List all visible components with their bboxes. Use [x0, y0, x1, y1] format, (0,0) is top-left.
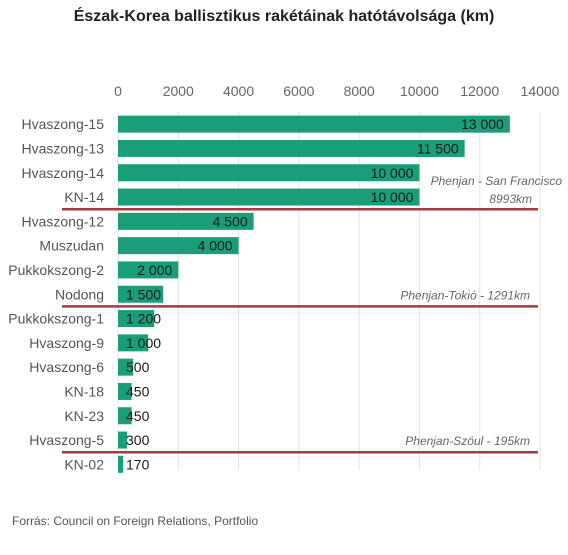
bar [118, 358, 134, 376]
x-tick-label: 14000 [521, 83, 560, 99]
reference-label-distance: 8993km [489, 192, 532, 206]
bar [118, 310, 155, 328]
category-label: KN-18 [64, 383, 104, 399]
category-label: Hvaszong-6 [29, 359, 104, 375]
category-label: Nodong [55, 286, 104, 302]
bar [118, 285, 164, 303]
bar [118, 334, 149, 352]
bar [118, 139, 465, 157]
bar [118, 115, 510, 133]
source-note: Forrás: Council on Foreign Relations, Po… [12, 514, 259, 528]
x-tick-label: 4000 [223, 83, 254, 99]
bar [118, 261, 179, 279]
category-label: Hvaszong-13 [22, 140, 105, 156]
x-tick-label: 12000 [460, 83, 499, 99]
category-label: Hvaszong-14 [22, 165, 105, 181]
data-label: 450 [126, 383, 150, 399]
data-label: 13 000 [461, 116, 504, 132]
data-label: 300 [126, 432, 150, 448]
bar [118, 431, 128, 449]
category-label: Hvaszong-15 [22, 116, 105, 132]
data-label: 11 500 [417, 140, 459, 156]
category-label: Hvaszong-12 [22, 213, 105, 229]
x-tick-label: 2000 [163, 83, 194, 99]
data-label: 10 000 [371, 189, 414, 205]
bar [118, 455, 124, 473]
category-label: KN-02 [64, 456, 104, 472]
data-label: 4 500 [213, 213, 248, 229]
category-label: Pukkokszong-1 [8, 311, 104, 327]
x-tick-label: 8000 [344, 83, 375, 99]
data-label: 4 000 [198, 238, 233, 254]
data-label: 170 [126, 456, 150, 472]
data-label: 10 000 [371, 165, 414, 181]
data-label: 500 [126, 359, 150, 375]
data-label: 2 000 [137, 262, 172, 278]
reference-label: Phenjan - San Francisco [431, 174, 563, 188]
x-tick-label: 0 [114, 83, 122, 99]
reference-label: Phenjan-Szöul - 195km [405, 434, 530, 448]
reference-label: Phenjan-Tokió - 1291km [400, 288, 530, 302]
data-label: 450 [126, 408, 150, 424]
bar [118, 164, 420, 182]
category-label: Hvaszong-9 [29, 335, 104, 351]
bar [118, 382, 132, 400]
category-label: KN-23 [64, 408, 104, 424]
category-label: Pukkokszong-2 [8, 262, 104, 278]
bar [118, 188, 420, 206]
x-tick-label: 6000 [283, 83, 314, 99]
category-label: KN-14 [64, 189, 104, 205]
data-label: 1 000 [126, 335, 161, 351]
category-label: Hvaszong-5 [29, 432, 104, 448]
chart-title: Észak-Korea ballisztikus rakétáinak ható… [73, 8, 495, 25]
bar [118, 407, 132, 425]
category-label: Muszudan [39, 238, 104, 254]
x-tick-label: 10000 [400, 83, 439, 99]
bar [118, 212, 254, 230]
data-label: 1 500 [126, 286, 161, 302]
data-label: 1 200 [126, 311, 161, 327]
bar [118, 237, 239, 255]
